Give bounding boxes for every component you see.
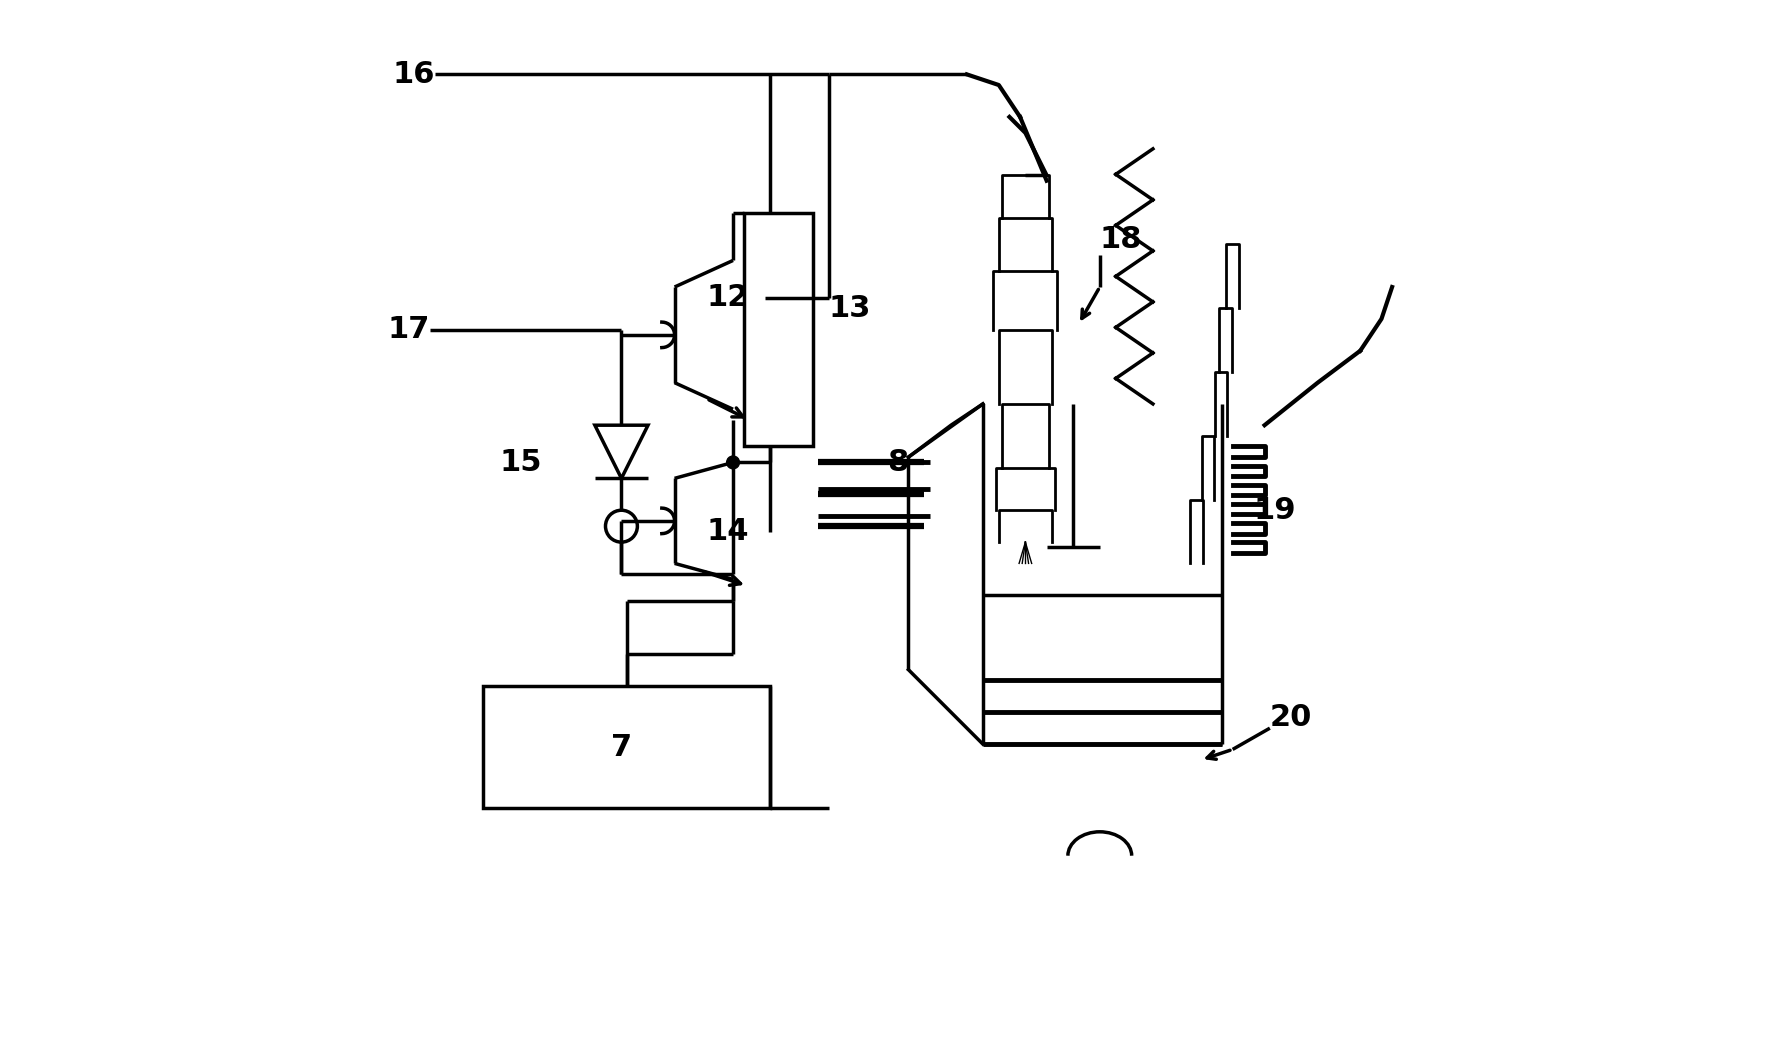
Bar — [484, 686, 771, 808]
Text: 12: 12 — [707, 283, 750, 313]
Text: 18: 18 — [1100, 224, 1142, 254]
Bar — [744, 213, 812, 446]
Text: 8: 8 — [887, 448, 909, 477]
Text: 17: 17 — [387, 315, 430, 344]
Polygon shape — [594, 425, 648, 478]
Circle shape — [726, 456, 739, 469]
Text: 14: 14 — [707, 517, 750, 546]
Text: 15: 15 — [500, 448, 541, 477]
Text: 20: 20 — [1269, 703, 1312, 732]
Text: 19: 19 — [1253, 495, 1296, 525]
Text: 7: 7 — [610, 732, 632, 762]
Text: 16: 16 — [393, 60, 436, 89]
Text: 13: 13 — [828, 293, 871, 323]
Circle shape — [605, 510, 637, 542]
